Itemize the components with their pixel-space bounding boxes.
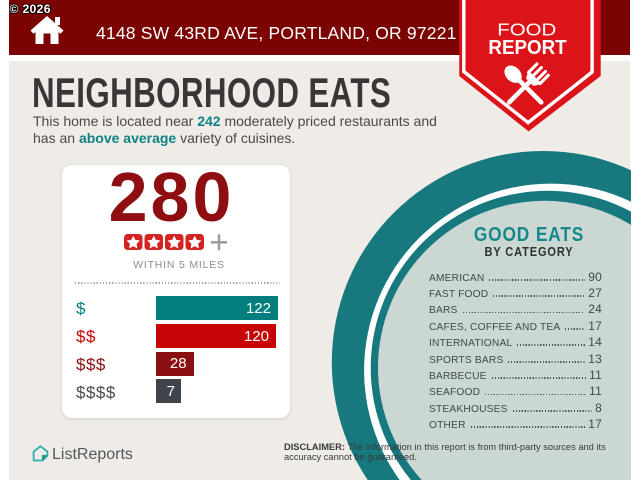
svg-text:FOOD: FOOD — [497, 19, 556, 39]
svg-text:© 2026: © 2026 — [10, 2, 51, 16]
svg-text:REPORT: REPORT — [488, 37, 566, 59]
